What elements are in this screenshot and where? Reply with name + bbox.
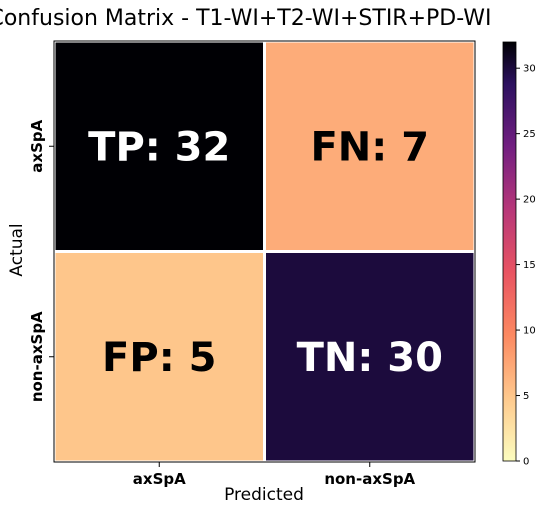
colorbar-tick-label: 25 <box>523 129 536 140</box>
heatmap-cells: TP: 32 FN: 7 FP: 5 TN: 30 <box>52 39 477 464</box>
chart-title: Confusion Matrix - T1-WI+T2-WI+STIR+PD-W… <box>0 6 492 31</box>
colorbar-tick-label: 15 <box>523 260 536 271</box>
colorbar-tick-label: 0 <box>523 457 529 468</box>
colorbar <box>502 41 517 462</box>
cell-label-tn: TN: 30 <box>297 335 443 381</box>
y-axis-ticks: axSpA non-axSpA <box>28 119 54 402</box>
x-tick-label: axSpA <box>133 470 186 488</box>
x-tick-label: non-axSpA <box>324 470 415 488</box>
x-axis-label: Predicted <box>224 485 304 505</box>
cell-tp <box>52 39 266 253</box>
colorbar-tick-label: 30 <box>523 64 536 75</box>
cell-fn <box>263 39 477 253</box>
y-axis-label: Actual <box>7 223 27 276</box>
cell-fp <box>52 250 266 464</box>
colorbar-tick-label: 10 <box>523 326 536 337</box>
plot-frame <box>53 40 476 463</box>
cell-tn <box>263 250 477 464</box>
cell-label-fp: FP: 5 <box>102 335 216 381</box>
x-axis-ticks: axSpA non-axSpA <box>133 462 416 488</box>
colorbar-ticks: 0 5 10 15 20 25 30 <box>516 64 536 468</box>
y-tick-label: non-axSpA <box>28 311 46 402</box>
y-tick-label: axSpA <box>28 119 46 172</box>
colorbar-tick-label: 5 <box>523 391 529 402</box>
colorbar-tick-label: 20 <box>523 195 536 206</box>
cell-label-fn: FN: 7 <box>310 124 429 170</box>
cell-label-tp: TP: 32 <box>88 124 230 170</box>
